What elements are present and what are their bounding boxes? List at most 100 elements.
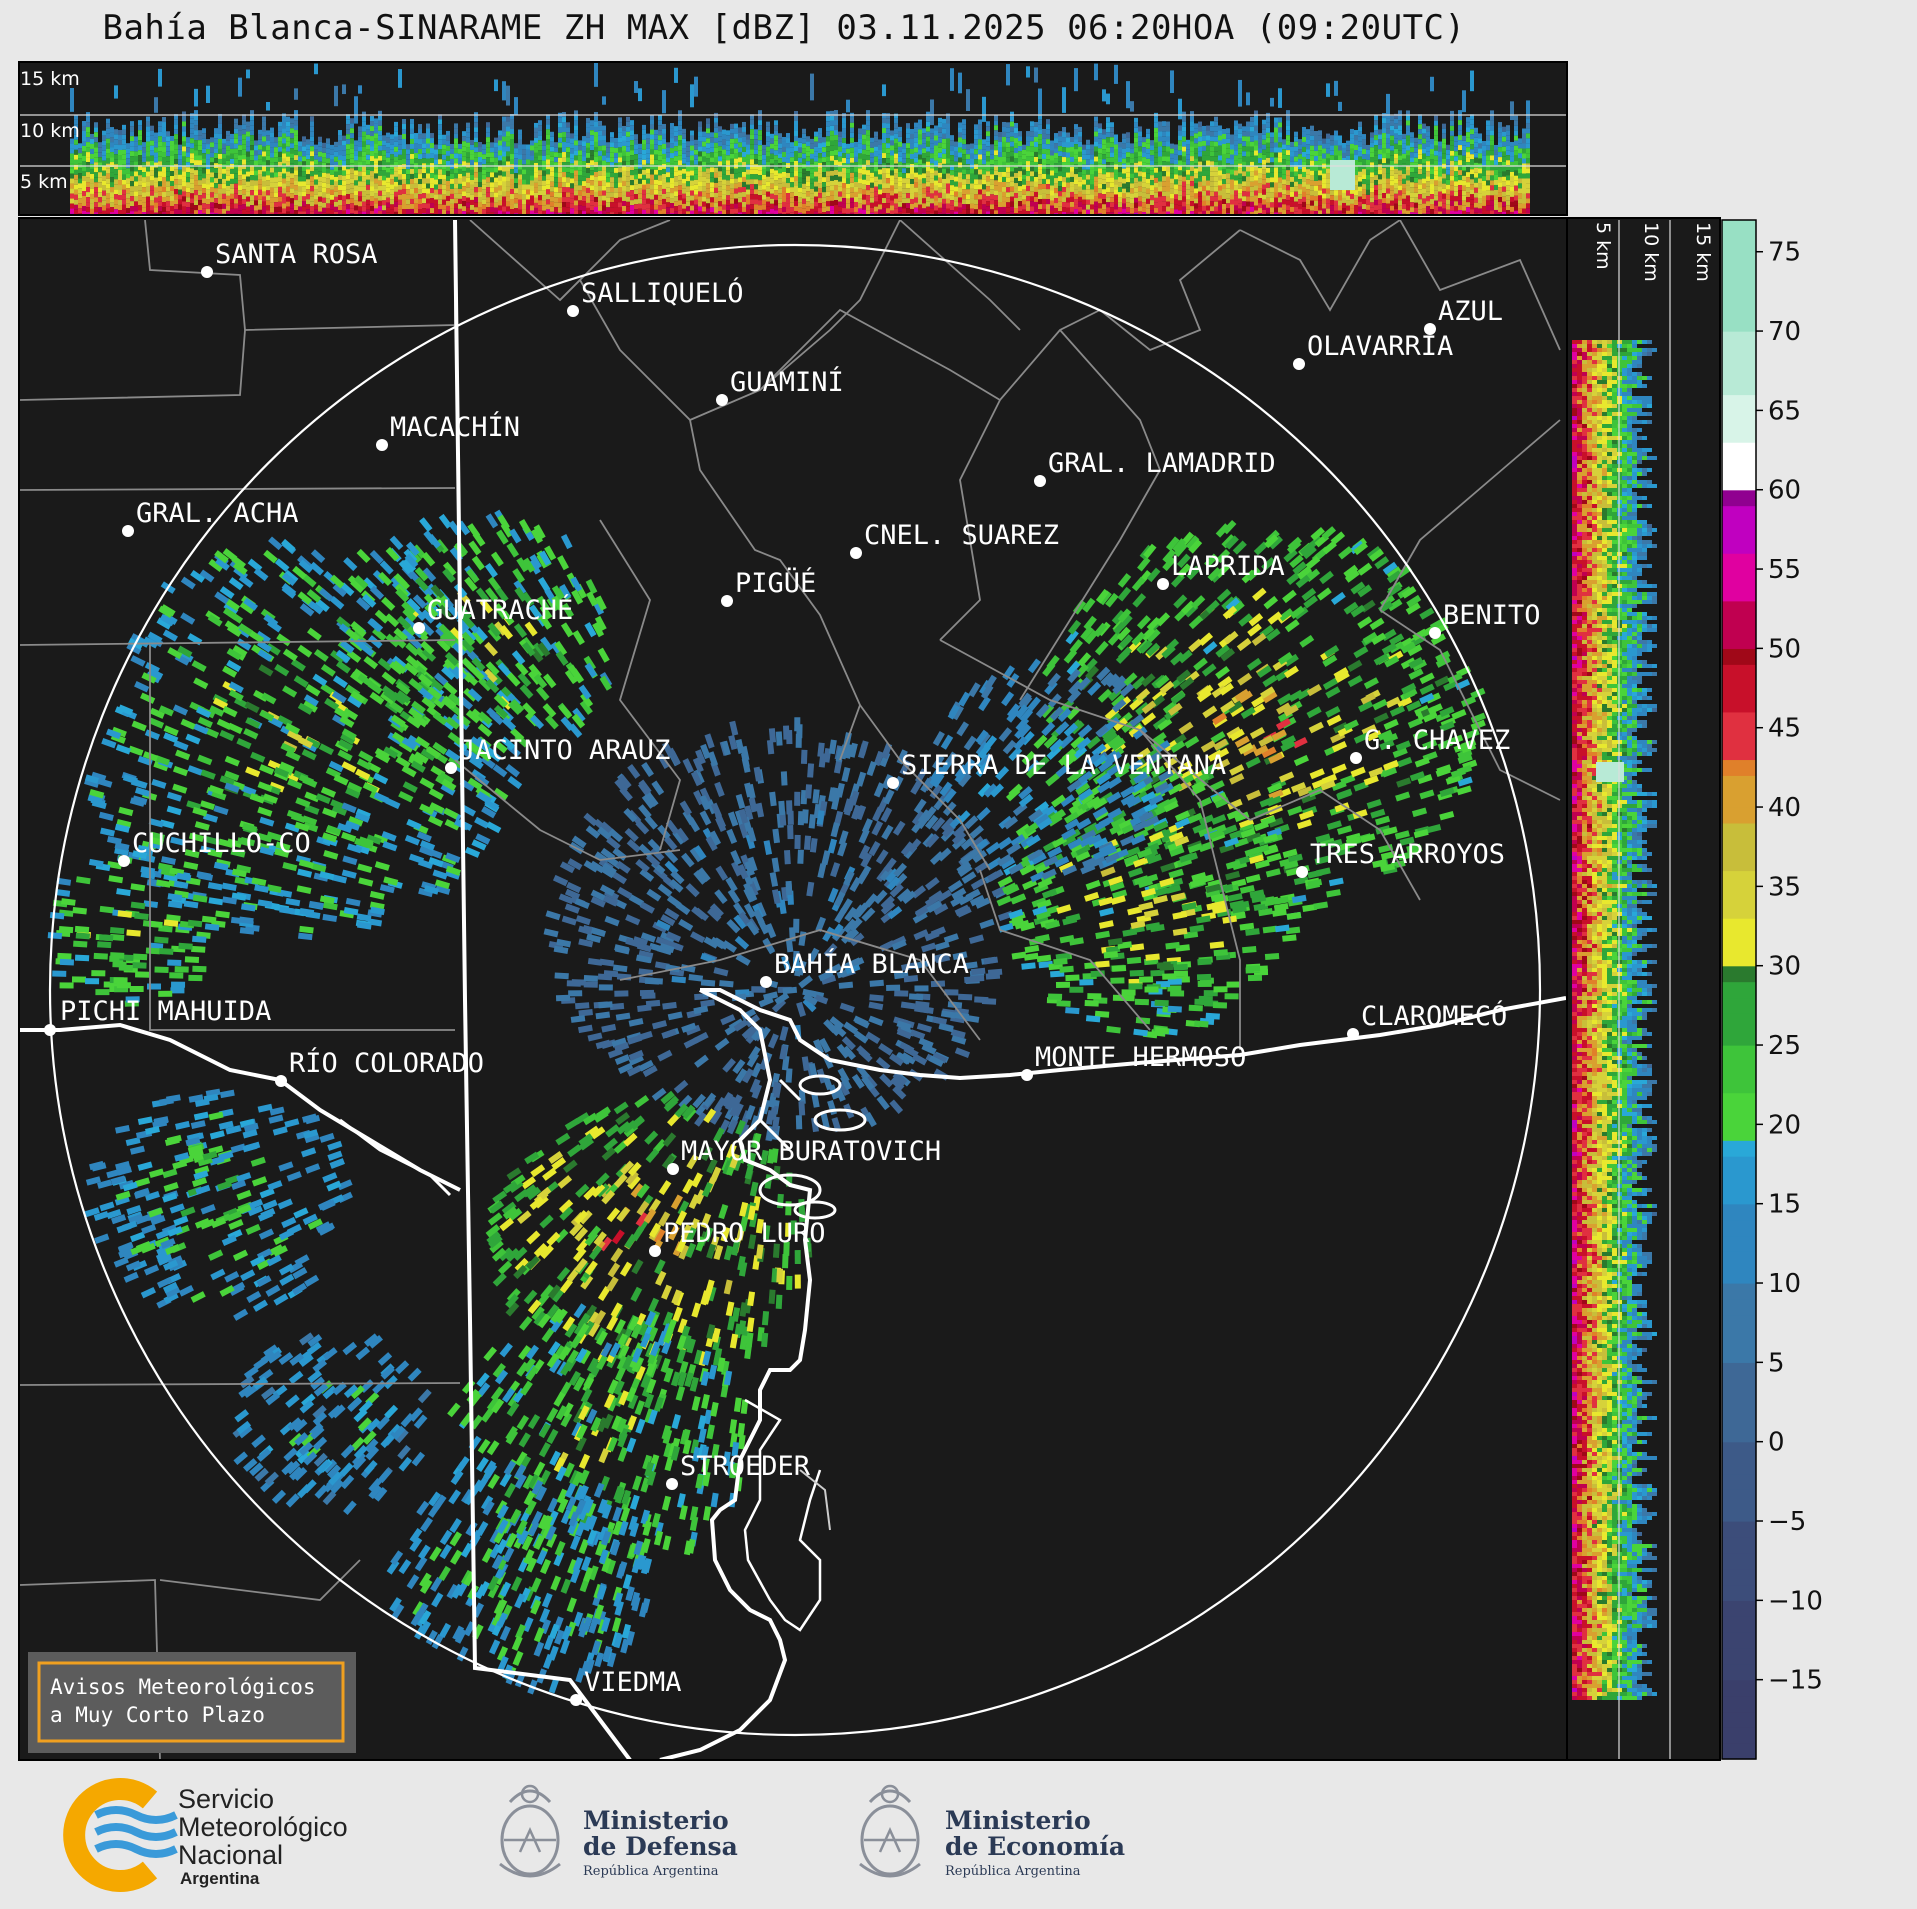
city-label: CNEL. SUAREZ (864, 520, 1059, 551)
top-label-5km: 5 km (20, 171, 68, 193)
colorbar-tick-label: 70 (1768, 317, 1801, 347)
city-marker: BAHÍA BLANCA (760, 948, 969, 988)
city-label: TRES ARROYOS (1310, 839, 1505, 870)
city-marker: SALLIQUELÓ (567, 277, 744, 317)
colorbar-tick-label: 60 (1768, 476, 1801, 506)
colorbar-tick-label: 50 (1768, 634, 1801, 664)
city-marker: MAYOR BURATOVICH (667, 1136, 941, 1175)
colorbar-tick-label: 0 (1768, 1428, 1785, 1458)
city-label: SIERRA DE LA VENTANA (901, 750, 1226, 781)
city-label: CUCHILLO-CO (132, 828, 311, 859)
radar-title: Bahía Blanca-SINARAME ZH MAX [dBZ] 03.11… (102, 8, 1466, 48)
smn-line3: Nacional (178, 1840, 283, 1870)
smn-line1: Servicio (178, 1784, 274, 1814)
city-label: GRAL. LAMADRID (1048, 448, 1276, 479)
colorbar-tick-label: 45 (1768, 714, 1801, 744)
colorbar-tick-label: 65 (1768, 396, 1801, 426)
city-label: GUAMINÍ (730, 366, 844, 398)
smn-line2: Meteorológico (178, 1812, 348, 1842)
smn-emblem-icon (63, 1778, 178, 1892)
city-label: SANTA ROSA (215, 239, 378, 270)
smn-logo: Servicio Meteorológico Nacional Argentin… (63, 1778, 348, 1892)
side-label-10km: 10 km (1640, 222, 1662, 282)
top-height-panel: 15 km 10 km 5 km (18, 61, 1568, 216)
top-label-15km: 15 km (20, 68, 80, 90)
city-marker: PICHI MAHUIDA (44, 996, 271, 1036)
city-label: SALLIQUELÓ (581, 277, 744, 309)
coat-of-arms-icon (859, 1784, 921, 1878)
city-marker: MACACHÍN (376, 411, 520, 451)
city-label: PICHI MAHUIDA (60, 996, 271, 1027)
city-label: PIGÜÉ (735, 567, 816, 599)
colorbar-tick-label: −10 (1768, 1586, 1823, 1616)
city-label: STROEDER (680, 1451, 811, 1482)
colorbar-tick-label: 75 (1768, 238, 1801, 268)
city-marker: G. CHAVEZ (1350, 725, 1510, 764)
city-marker: GRAL. ACHA (122, 498, 299, 537)
defensa-line2: de Defensa (583, 1832, 738, 1861)
city-marker: LAPRIDA (1157, 551, 1285, 590)
city-marker: BENITO (1429, 600, 1541, 639)
economia-logo: Ministerio de Economía República Argenti… (859, 1784, 1125, 1879)
city-marker: VIEDMA (570, 1667, 682, 1706)
notice-line1: Avisos Meteorológicos (50, 1675, 316, 1699)
colorbar-tick-label: 15 (1768, 1190, 1801, 1220)
economia-line2: de Economía (945, 1832, 1125, 1861)
city-marker: PIGÜÉ (721, 567, 816, 607)
colorbar-tick-label: 55 (1768, 555, 1801, 585)
city-marker: CLAROMECÓ (1347, 1000, 1507, 1040)
city-marker: GUATRACHÉ (413, 594, 573, 634)
city-label: LAPRIDA (1171, 551, 1285, 582)
range-ring (48, 243, 1542, 1737)
city-label: MAYOR BURATOVICH (681, 1136, 941, 1167)
city-label: PEDRO LURO (663, 1218, 826, 1249)
city-label: JACINTO ARAUZ (459, 735, 670, 766)
defensa-line1: Ministerio (583, 1806, 729, 1835)
province-boundary (453, 220, 632, 1759)
city-marker: AZUL (1424, 296, 1503, 335)
city-label: MONTE HERMOSO (1035, 1042, 1246, 1073)
city-marker: GRAL. LAMADRID (1034, 448, 1276, 487)
city-label: MACACHÍN (390, 411, 520, 443)
side-height-panel: 5 km 10 km 15 km (1566, 217, 1721, 1761)
city-label: BAHÍA BLANCA (774, 948, 969, 980)
city-marker: GUAMINÍ (716, 366, 844, 406)
defensa-line3: República Argentina (583, 1864, 719, 1879)
economia-line1: Ministerio (945, 1806, 1091, 1835)
city-label: CLAROMECÓ (1361, 1000, 1507, 1032)
department-boundaries (20, 220, 1561, 1759)
side-label-15km: 15 km (1692, 222, 1714, 282)
city-label: G. CHAVEZ (1364, 725, 1510, 756)
colorbar-tick-label: −5 (1768, 1507, 1806, 1537)
city-marker: RÍO COLORADO (275, 1047, 484, 1087)
city-marker: MONTE HERMOSO (1021, 1042, 1246, 1081)
city-label: OLAVARRÍA (1307, 330, 1453, 362)
city-label: AZUL (1438, 296, 1503, 327)
colorbar-tick-label: 5 (1768, 1348, 1785, 1378)
coastline (700, 988, 1566, 1081)
colorbar-tick-label: 20 (1768, 1110, 1801, 1140)
city-marker: JACINTO ARAUZ (445, 735, 670, 774)
city-marker: CUCHILLO-CO (118, 828, 311, 867)
notice-line2: a Muy Corto Plazo (50, 1703, 265, 1727)
city-marker: PEDRO LURO (649, 1218, 826, 1257)
city-marker: TRES ARROYOS (1296, 839, 1505, 878)
side-label-5km: 5 km (1592, 222, 1614, 270)
city-marker: STROEDER (666, 1451, 811, 1490)
smn-line4: Argentina (180, 1869, 260, 1888)
defensa-logo: Ministerio de Defensa República Argentin… (499, 1784, 738, 1879)
colorbar-tick-label: 25 (1768, 1031, 1801, 1061)
city-marker: OLAVARRÍA (1293, 330, 1453, 370)
city-label: BENITO (1443, 600, 1541, 631)
city-marker: SANTA ROSA (201, 239, 378, 278)
notice-box: Avisos Meteorológicos a Muy Corto Plazo (28, 1652, 356, 1753)
coat-of-arms-icon (499, 1784, 561, 1878)
colorbar-tick-label: −15 (1768, 1666, 1823, 1696)
colorbar-tick-label: 40 (1768, 793, 1801, 823)
city-label: RÍO COLORADO (289, 1047, 484, 1079)
city-label: VIEDMA (584, 1667, 682, 1698)
economia-line3: República Argentina (945, 1864, 1081, 1879)
